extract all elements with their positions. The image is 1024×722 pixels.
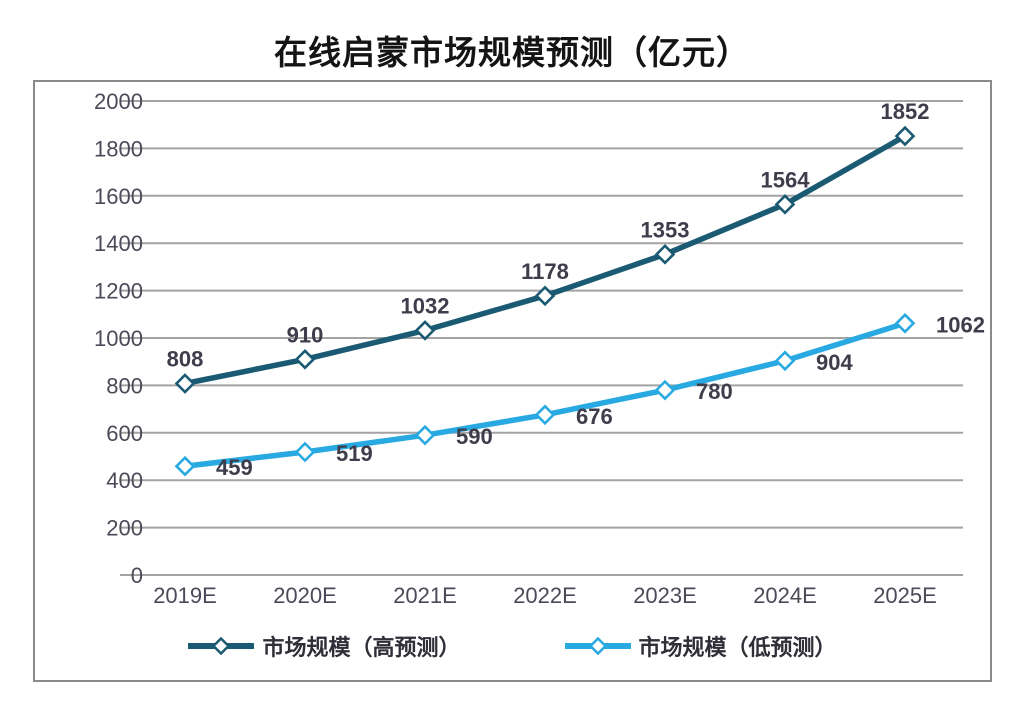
svg-text:1600: 1600 [94, 184, 143, 209]
svg-text:1032: 1032 [401, 293, 450, 318]
svg-text:2021E: 2021E [393, 583, 457, 608]
svg-text:2020E: 2020E [273, 583, 337, 608]
svg-text:1564: 1564 [761, 167, 811, 192]
chart-legend: 市场规模（高预测） 市场规模（低预测） [35, 630, 990, 662]
legend-label-low-forecast: 市场规模（低预测） [638, 635, 837, 660]
svg-text:676: 676 [576, 404, 613, 429]
svg-text:780: 780 [696, 379, 733, 404]
chart-frame: 0 200 400 600 800 1000 1200 1400 1600 1800 2000 201… [33, 80, 992, 682]
legend-item-low-forecast: 市场规模（低预测） [564, 630, 837, 662]
svg-text:400: 400 [106, 468, 143, 493]
svg-text:600: 600 [106, 421, 143, 446]
svg-text:2023E: 2023E [633, 583, 697, 608]
svg-text:2024E: 2024E [753, 583, 817, 608]
svg-text:1200: 1200 [94, 279, 143, 304]
legend-item-high-forecast: 市场规模（高预测） [188, 630, 461, 662]
svg-text:200: 200 [106, 516, 143, 541]
chart-plot: 0 200 400 600 800 1000 1200 1400 1600 1800 2000 201… [94, 89, 985, 608]
svg-text:590: 590 [456, 424, 493, 449]
svg-text:1400: 1400 [94, 231, 143, 256]
svg-text:459: 459 [216, 455, 253, 480]
line-diamond-icon [188, 637, 255, 655]
svg-text:2025E: 2025E [873, 583, 937, 608]
svg-text:1800: 1800 [94, 136, 143, 161]
svg-text:2019E: 2019E [153, 583, 217, 608]
svg-text:519: 519 [336, 441, 373, 466]
svg-text:1178: 1178 [521, 259, 569, 284]
svg-text:1000: 1000 [94, 326, 143, 351]
svg-text:2022E: 2022E [513, 583, 577, 608]
svg-text:2000: 2000 [94, 89, 143, 114]
svg-text:1852: 1852 [881, 99, 930, 124]
svg-text:904: 904 [816, 350, 853, 375]
legend-label-high-forecast: 市场规模（高预测） [262, 635, 461, 660]
svg-text:808: 808 [167, 347, 204, 372]
svg-text:1062: 1062 [936, 312, 985, 337]
chart-title: 在线启蒙市场规模预测（亿元） [274, 36, 750, 72]
line-diamond-icon [564, 637, 631, 655]
svg-text:800: 800 [106, 373, 143, 398]
svg-text:910: 910 [287, 322, 324, 347]
svg-text:0: 0 [131, 563, 143, 588]
svg-text:1353: 1353 [641, 217, 690, 242]
